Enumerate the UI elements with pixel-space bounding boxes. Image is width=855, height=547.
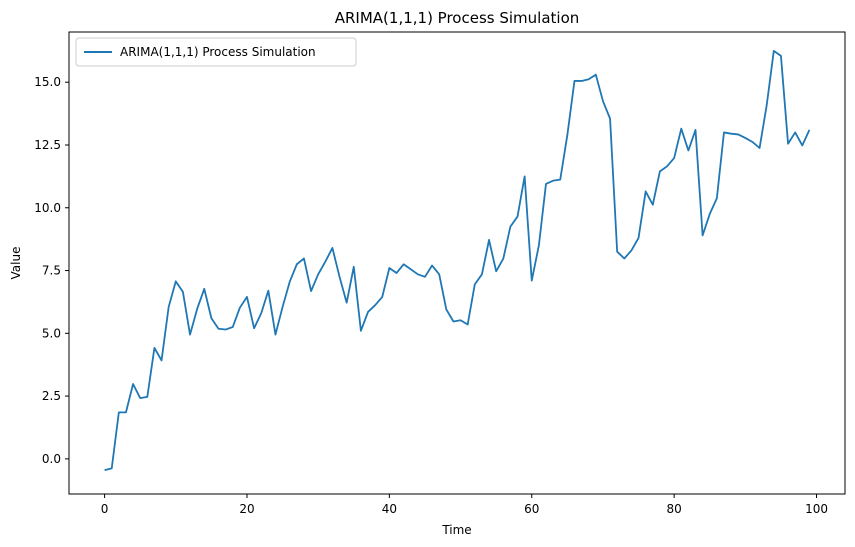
x-tick-label: 0: [101, 502, 109, 516]
x-tick-label: 40: [382, 502, 397, 516]
legend-label: ARIMA(1,1,1) Process Simulation: [120, 45, 316, 59]
plot-area-frame: [68, 31, 846, 495]
y-tick-label: 7.5: [42, 264, 61, 278]
y-tick-label: 10.0: [34, 201, 61, 215]
x-tick-label: 100: [805, 502, 828, 516]
y-tick-label: 0.0: [42, 452, 61, 466]
x-axis-label: Time: [441, 523, 471, 537]
legend-box: [75, 37, 357, 67]
y-tick-label: 15.0: [34, 75, 61, 89]
x-tick-label: 20: [239, 502, 254, 516]
chart-title: ARIMA(1,1,1) Process Simulation: [335, 9, 580, 27]
y-tick-label: 2.5: [42, 389, 61, 403]
legend: ARIMA(1,1,1) Process Simulation: [75, 37, 357, 67]
y-tick-label: 5.0: [42, 326, 61, 340]
x-axis-ticks: 0 20 40 60 80 100: [101, 494, 828, 516]
x-tick-label: 80: [666, 502, 681, 516]
x-tick-label: 60: [524, 502, 539, 516]
y-axis-label: Value: [9, 247, 23, 280]
y-axis-ticks: 0.0 2.5 5.0 7.5 10.0 12.5 15.0: [34, 75, 69, 466]
series-line: [104, 49, 811, 472]
y-tick-label: 12.5: [34, 138, 61, 152]
series-group: [104, 49, 811, 472]
